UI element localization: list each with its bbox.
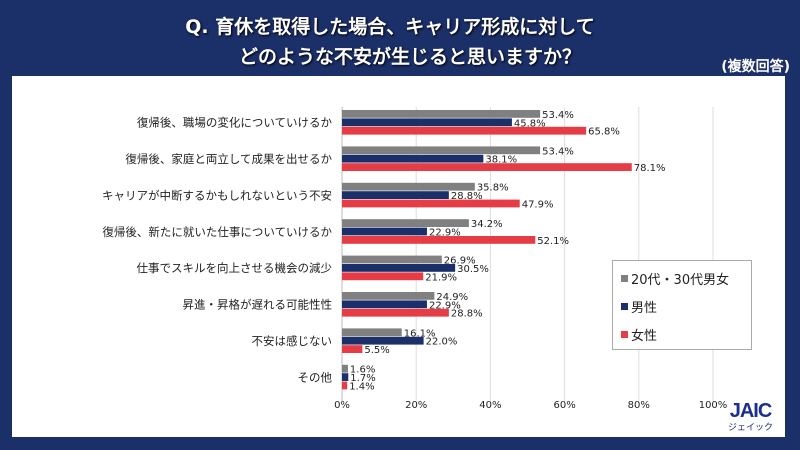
data-label: 52.1% [537,236,569,247]
bar [342,126,587,135]
data-label: 65.8% [588,127,620,138]
data-label: 47.9% [522,200,554,211]
x-tick-label: 100% [699,400,728,411]
category-label: キャリアが中断するかもしれないという不安 [102,188,332,202]
bar [342,191,449,199]
multiple-answer-note: (複数回答) [721,59,790,75]
data-label: 34.2% [471,219,503,230]
bar [342,272,424,281]
legend-swatch-icon [621,331,628,338]
data-label: 22.9% [429,300,461,311]
data-label: 1.4% [349,382,374,393]
bar [342,146,541,155]
legend-swatch-icon [621,303,628,310]
data-label: 30.5% [457,264,489,275]
category-label: 仕事でスキルを向上させる機会の減少 [137,261,333,275]
bar [342,345,363,353]
bar [342,328,402,337]
data-label: 78.1% [634,163,666,174]
category-label: 不安は感じない [252,334,333,348]
bar [342,292,435,300]
legend-swatch-icon [621,275,628,282]
bar [342,154,484,163]
data-label: 53.4% [542,146,574,157]
data-label: 24.9% [436,292,468,303]
data-label: 1.7% [350,373,375,384]
data-label: 28.8% [451,191,483,202]
bar [342,308,449,317]
data-label: 53.4% [542,110,574,121]
chart-title-line2: どのような不安が生じると思いますか？ [238,46,581,68]
bar [342,364,348,373]
chart-title-line1: Q. 育休を取得した場合、キャリア形成に対して [185,16,595,38]
logo-text: JAIC [729,400,773,422]
data-label: 16.1% [404,328,436,339]
bar [342,118,512,127]
legend-item-all: 20代・30代男女 [621,269,729,288]
legend: 20代・30代男女 男性 女性 [612,260,752,350]
bar [342,381,348,390]
bar [342,336,424,345]
x-tick-label: 0% [334,400,350,411]
x-tick-label: 60% [553,400,575,411]
category-label: 復帰後、職場の変化についていけるか [137,116,333,130]
bar [342,264,456,272]
x-tick-label: 40% [479,400,501,411]
data-label: 22.9% [429,228,461,239]
legend-label: 女性 [631,329,658,344]
data-label: 38.1% [485,155,517,166]
data-label: 5.5% [364,345,389,356]
data-label: 22.0% [426,337,458,348]
x-tick-label: 80% [628,400,650,411]
category-label: 復帰後、家庭と両立して成果を出せるか [125,152,332,166]
data-label: 28.8% [451,309,483,320]
legend-label: 男性 [631,301,658,316]
jaic-logo: JAIC ジェイック [728,400,773,433]
bar [342,373,349,381]
bar [342,236,536,244]
bar [342,182,475,191]
logo-subtext: ジェイック [728,423,774,433]
category-label: その他 [298,370,333,384]
legend-label: 20代・30代男女 [631,273,730,288]
category-label: 昇進・昇格が遅れる可能性性 [183,298,333,312]
category-label: 復帰後、新たに就いた仕事についていけるか [102,225,332,239]
bar [342,199,520,208]
legend-item-female: 女性 [621,325,657,344]
data-label: 26.9% [444,256,476,267]
x-tick-label: 20% [405,400,427,411]
data-label: 21.9% [425,272,457,283]
bar [342,163,632,171]
data-label: 1.6% [350,365,375,376]
bar [342,255,442,264]
data-label: 45.8% [514,118,546,129]
bar [342,110,541,118]
data-label: 35.8% [477,183,509,194]
bar [342,219,469,227]
bar [342,300,427,309]
bar [342,227,427,236]
legend-item-male: 男性 [621,297,657,316]
